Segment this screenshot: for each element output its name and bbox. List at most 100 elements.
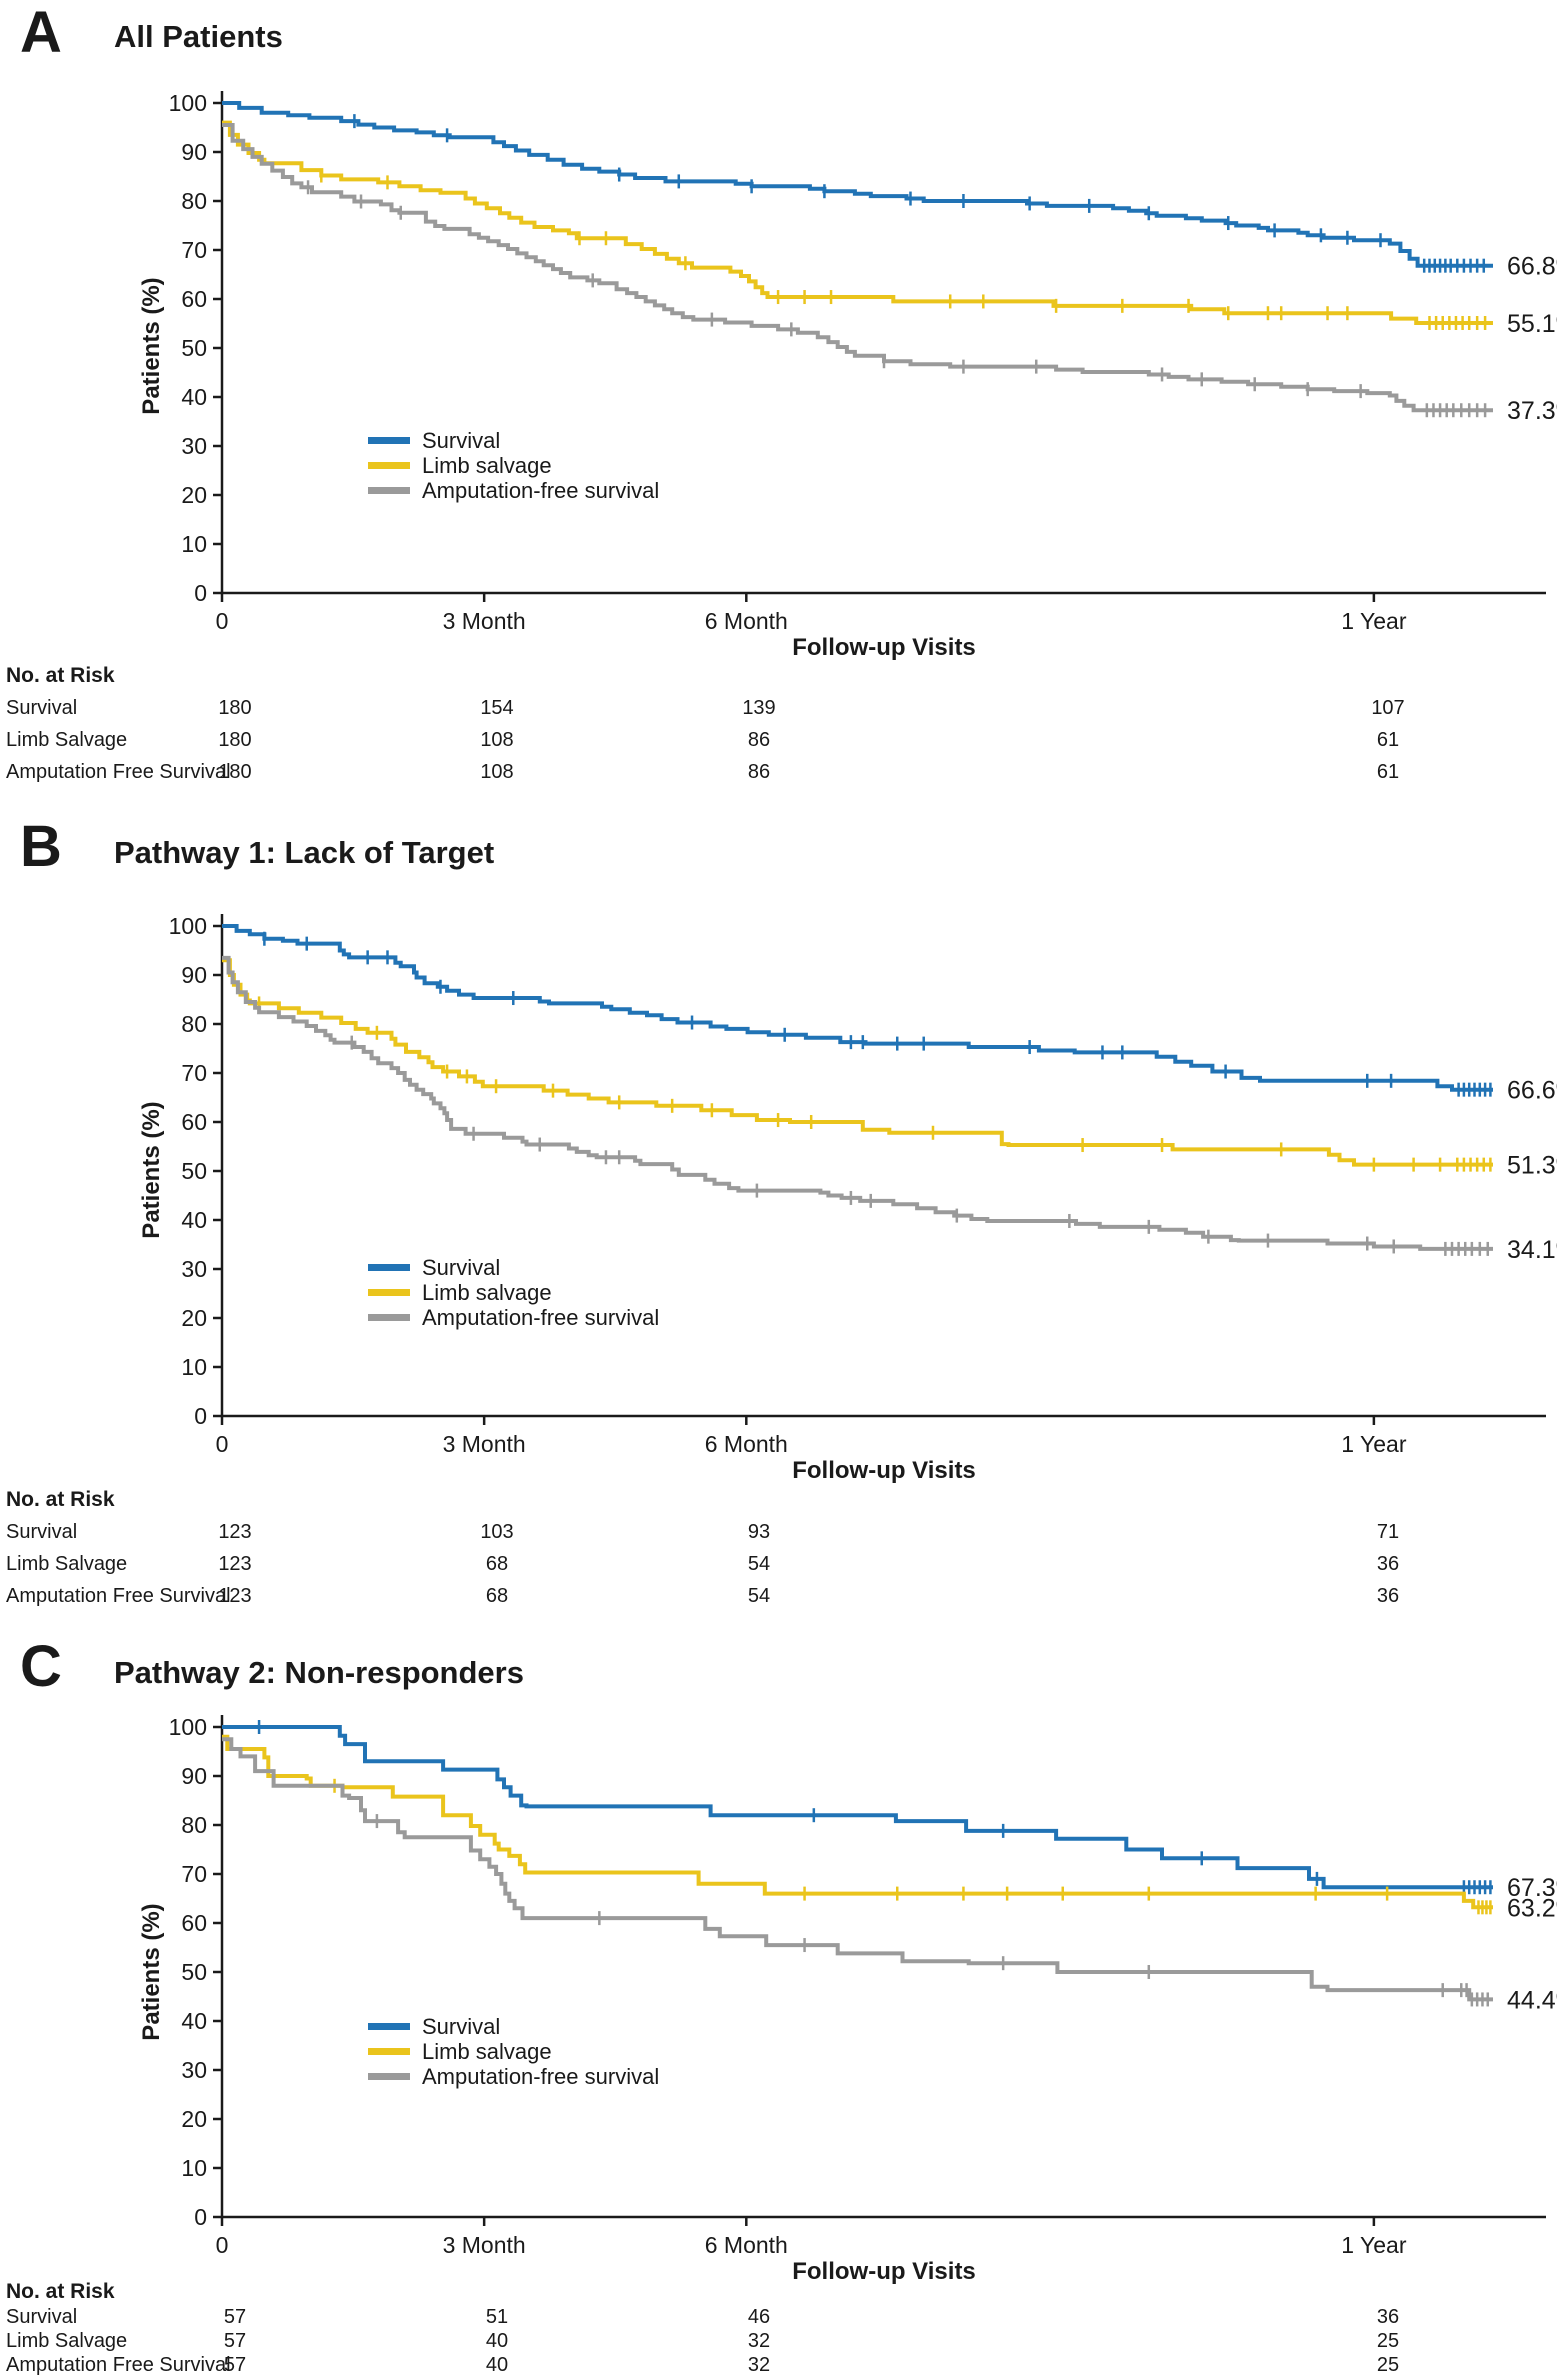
risk-row: Survival 180 154 139 107 [0, 697, 1557, 721]
limb-salvage-line-swatch [368, 2048, 410, 2055]
x-tick-label: 6 Month [705, 1431, 788, 1457]
y-tick-label: 20 [181, 1305, 207, 1331]
panel-title-a: All Patients [114, 19, 283, 54]
risk-count: 61 [1376, 729, 1400, 751]
censor-marks-survival [257, 1720, 1492, 1895]
censor-marks-amputation-free [375, 1814, 1489, 2007]
risk-row-label: Survival [6, 1521, 78, 1543]
y-tick-label: 30 [181, 433, 207, 459]
y-tick-label: 50 [181, 1959, 207, 1985]
legend-item-limb-salvage: Limb salvage [368, 453, 659, 478]
axis-lines [220, 91, 1546, 595]
x-tick-label: 1 Year [1341, 608, 1407, 634]
risk-row-label: Survival [6, 2306, 78, 2328]
y-tick-label: 40 [181, 1207, 207, 1233]
x-tick-label: 3 Month [443, 608, 526, 634]
panel-letter-c: C [20, 1634, 62, 1699]
risk-row-label: Limb Salvage [6, 2330, 128, 2352]
y-tick-label: 50 [181, 1158, 207, 1184]
y-tick-label: 10 [181, 1354, 207, 1380]
y-tick-label: 70 [181, 237, 207, 263]
km-curve-survival [222, 924, 1493, 1092]
risk-table-header-b: No. at Risk [6, 1488, 115, 1511]
y-tick-label: 20 [181, 2106, 207, 2132]
x-tick-label: 6 Month [705, 2232, 788, 2258]
risk-count: 180 [218, 761, 252, 783]
end-percentage-label: 37.3% [1507, 397, 1557, 425]
risk-count: 54 [747, 1553, 771, 1575]
y-tick-label: 30 [181, 1256, 207, 1282]
y-tick-label: 60 [181, 1109, 207, 1135]
censor-marks-limb-salvage [320, 168, 1487, 331]
end-percentage-label: 34.1% [1507, 1236, 1557, 1264]
end-percentage-label: 66.8% [1507, 253, 1557, 281]
risk-count: 36 [1376, 1553, 1400, 1575]
y-tick-label: 100 [169, 90, 207, 116]
km-curve-survival [222, 1725, 1493, 1890]
risk-count: 180 [218, 729, 252, 751]
y-tick-label: 90 [181, 1763, 207, 1789]
risk-count: 154 [480, 697, 514, 719]
y-tick-label: 80 [181, 188, 207, 214]
y-axis-title-c: Patients (%) [138, 1903, 165, 2041]
km-curve-amputation-free [222, 1737, 1493, 2002]
risk-count: 68 [485, 1553, 509, 1575]
risk-row: Amputation Free Survival 57 40 32 25 [0, 2354, 1557, 2378]
end-percentage-label: 55.1% [1507, 310, 1557, 338]
y-tick-label: 90 [181, 962, 207, 988]
risk-row: Amputation Free Survival 180 108 86 61 [0, 761, 1557, 785]
y-tick-label: 60 [181, 286, 207, 312]
legend-item-survival: Survival [368, 428, 659, 453]
risk-count: 93 [747, 1521, 771, 1543]
censor-marks-limb-salvage [257, 996, 1492, 1172]
legend-label: Survival [422, 427, 501, 453]
legend-label: Limb salvage [422, 2038, 552, 2064]
risk-count: 40 [485, 2354, 509, 2376]
km-curve-limb-salvage [222, 1734, 1493, 1910]
legend-label: Amputation-free survival [422, 2063, 660, 2089]
km-curve-limb-salvage [222, 958, 1493, 1167]
x-axis-title-c: Follow-up Visits [792, 2258, 976, 2285]
censor-marks-survival [353, 114, 1486, 273]
risk-row: Survival 123 103 93 71 [0, 1521, 1557, 1545]
risk-count: 36 [1376, 2306, 1400, 2328]
x-axis-title-a: Follow-up Visits [792, 634, 976, 661]
risk-table-header-a: No. at Risk [6, 664, 115, 687]
risk-count: 123 [218, 1553, 252, 1575]
risk-count: 108 [480, 729, 514, 751]
risk-count: 32 [747, 2330, 771, 2352]
legend-b: Survival Limb salvage Amputation-free su… [368, 1255, 659, 1330]
panel-letter-a: A [20, 0, 62, 65]
y-tick-label: 70 [181, 1861, 207, 1887]
x-tick-label: 0 [216, 608, 229, 634]
y-tick-label: 30 [181, 2057, 207, 2083]
legend-c: Survival Limb salvage Amputation-free su… [368, 2014, 659, 2089]
risk-row-label: Survival [6, 697, 78, 719]
y-tick-label: 0 [194, 1403, 207, 1429]
end-percentage-label: 66.6% [1507, 1077, 1557, 1105]
survival-line-swatch [368, 437, 410, 444]
km-plot-c: 0 10 20 30 40 50 60 70 80 90 100 0 3 Month 6 Month 1 Y… [169, 1714, 1557, 2258]
legend-label: Survival [422, 1254, 501, 1280]
y-tick-label: 50 [181, 335, 207, 361]
km-curve-survival [222, 101, 1493, 268]
legend-item-amputation-free: Amputation-free survival [368, 2064, 659, 2089]
risk-count: 108 [480, 761, 514, 783]
risk-count: 46 [747, 2306, 771, 2328]
risk-table-header-c: No. at Risk [6, 2280, 115, 2303]
amputation-free-line-swatch [368, 487, 410, 494]
y-tick-label: 0 [194, 580, 207, 606]
x-axis-title-b: Follow-up Visits [792, 1457, 976, 1484]
y-tick-label: 80 [181, 1011, 207, 1037]
amputation-free-line-swatch [368, 1314, 410, 1321]
legend-item-limb-salvage: Limb salvage [368, 1280, 659, 1305]
km-curve-limb-salvage [222, 120, 1493, 325]
panel-title-c: Pathway 2: Non-responders [114, 1655, 524, 1690]
legend-item-limb-salvage: Limb salvage [368, 2039, 659, 2064]
x-tick-label: 6 Month [705, 608, 788, 634]
y-tick-label: 100 [169, 913, 207, 939]
risk-count: 103 [480, 1521, 514, 1543]
y-axis-title-b: Patients (%) [138, 1101, 165, 1239]
limb-salvage-line-swatch [368, 462, 410, 469]
